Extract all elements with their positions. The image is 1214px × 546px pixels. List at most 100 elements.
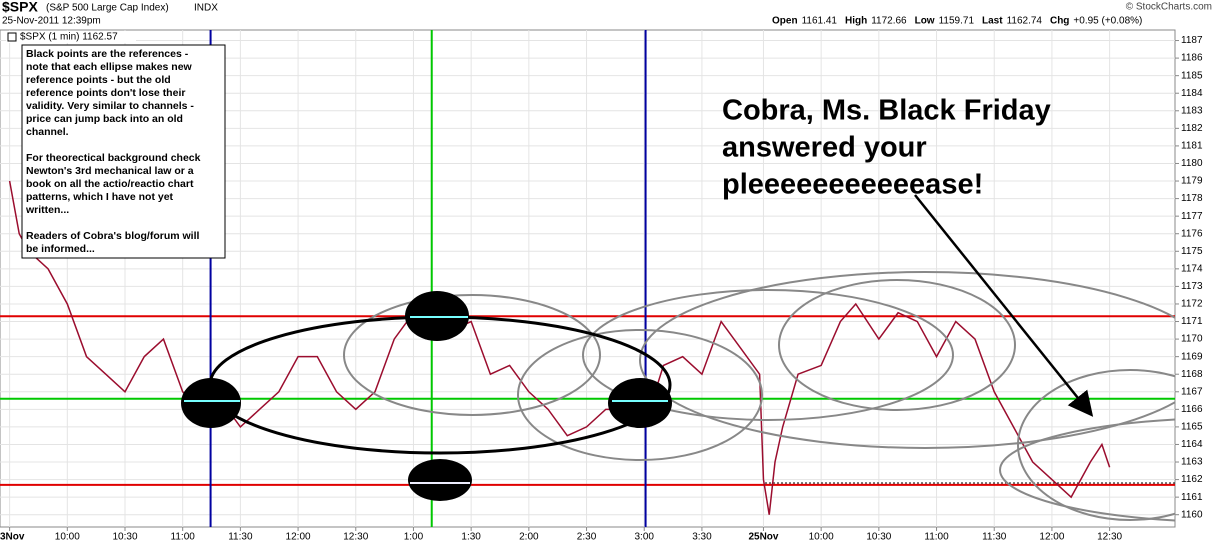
y-tick-label: 1166 [1181, 404, 1203, 415]
note-line: channel. [26, 126, 69, 138]
quote-value: +0.95 (+0.08%) [1073, 16, 1142, 27]
annotation-line: pleeeeeeeeeeease! [722, 169, 983, 201]
x-tick-label: 11:00 [924, 532, 949, 543]
y-tick-label: 1165 [1181, 422, 1203, 433]
quote-label: Chg [1050, 16, 1069, 27]
note-line: For theorectical background check [26, 152, 201, 164]
reference-point [181, 378, 241, 428]
x-tick-label: 1:00 [404, 532, 424, 543]
ellipse [778, 279, 1016, 411]
x-tick-label: 2:30 [577, 532, 597, 543]
quote-value: 1162.74 [1007, 16, 1043, 27]
x-tick-label: 11:30 [228, 532, 253, 543]
legend-label: $SPX (1 min) 1162.57 [20, 32, 118, 43]
note-line: Readers of Cobra's blog/forum will [26, 230, 200, 242]
y-tick-label: 1172 [1181, 299, 1203, 310]
y-axis: 1160 1161 1162 1163 1164 1165 1166 1167 1168 1169… [1175, 35, 1203, 520]
y-tick-label: 1169 [1181, 351, 1203, 362]
y-tick-label: 1175 [1181, 246, 1203, 257]
quote-value: 1159.71 [939, 16, 975, 27]
x-tick-label: 1:30 [461, 532, 481, 543]
quote-value: 1172.66 [871, 16, 907, 27]
ellipse [343, 294, 601, 416]
ellipse [582, 289, 954, 421]
x-tick-label: 11:30 [982, 532, 1007, 543]
y-tick-label: 1170 [1181, 334, 1203, 345]
annotation-line: answered your [722, 132, 927, 164]
y-tick-label: 1167 [1181, 386, 1203, 397]
note-line: be informed... [26, 243, 95, 255]
note-line: written... [25, 204, 69, 216]
note-line: price can jump back into an old [26, 113, 183, 125]
y-tick-label: 1176 [1181, 228, 1203, 239]
y-tick-label: 1177 [1181, 211, 1203, 222]
chart-title: (S&P 500 Large Cap Index) [46, 3, 169, 14]
annotation: Cobra, Ms. Black Friday answered your plee… [722, 95, 1051, 201]
note-line: patterns, which I have not yet [26, 191, 174, 203]
y-tick-label: 1164 [1181, 439, 1203, 450]
credit: © StockCharts.com [1126, 2, 1212, 13]
note: Black points are the references -note th… [25, 48, 201, 255]
quote-label: High [845, 16, 867, 27]
quote-label: Last [982, 16, 1003, 27]
x-tick-label: 2:00 [519, 532, 539, 543]
ellipse [639, 271, 1175, 449]
x-tick-label: 12:30 [343, 532, 368, 543]
quote-label: Open [772, 16, 798, 27]
x-tick-label: 3:30 [692, 532, 712, 543]
note-line: reference points don't lose their [26, 87, 185, 99]
annotation-line: Cobra, Ms. Black Friday [722, 95, 1051, 127]
note-line: note that each ellipse makes new [26, 61, 193, 73]
note-line: validity. Very similar to channels - [26, 100, 194, 112]
note-line: Black points are the references - [26, 48, 189, 60]
ellipse [1017, 369, 1175, 521]
x-tick-label: 11:00 [171, 532, 196, 543]
x-tick-label: 3:00 [634, 532, 654, 543]
y-tick-label: 1173 [1181, 281, 1203, 292]
reference-lines [0, 30, 1175, 527]
y-tick-label: 1161 [1181, 492, 1203, 503]
y-tick-label: 1178 [1181, 193, 1203, 204]
y-tick-label: 1183 [1181, 105, 1203, 116]
y-tick-label: 1160 [1181, 509, 1203, 520]
note-box [21, 44, 226, 259]
y-tick-label: 1179 [1181, 176, 1203, 187]
y-tick-label: 1168 [1181, 369, 1203, 380]
arrow [914, 194, 1094, 417]
x-tick-label: 10:00 [809, 532, 834, 543]
y-tick-label: 1171 [1181, 316, 1203, 327]
quote-label: Low [915, 16, 935, 27]
x-tick-label: 3Nov [0, 532, 25, 543]
note-line: Newton's 3rd mechanical law or a [26, 165, 194, 177]
y-tick-label: 1162 [1181, 474, 1203, 485]
x-tick-label: 10:00 [55, 532, 80, 543]
reference-point [408, 459, 472, 501]
note-line: reference points - but the old [26, 74, 171, 86]
quote-value: 1161.41 [802, 16, 838, 27]
legend-icon [7, 32, 17, 42]
legend-box [6, 31, 136, 43]
y-tick-label: 1182 [1181, 123, 1203, 134]
ellipses [181, 271, 1175, 522]
ellipse [517, 329, 763, 461]
y-tick-label: 1174 [1181, 263, 1203, 274]
x-tick-label: 10:30 [866, 532, 891, 543]
x-axis: 3Nov 10:00 10:30 11:00 11:30 12:00 12:30 1:00 1:… [0, 527, 1123, 543]
y-tick-label: 1186 [1181, 53, 1203, 64]
timestamp: 25-Nov-2011 12:39pm [2, 16, 101, 27]
y-tick-label: 1185 [1181, 70, 1203, 81]
x-tick-label: 10:30 [112, 532, 137, 543]
x-tick-label: 12:00 [286, 532, 311, 543]
ellipse [999, 418, 1175, 522]
reference-point [608, 378, 672, 428]
note-line: book on all the actio/reactio chart [26, 178, 194, 190]
x-tick-label: 12:30 [1097, 532, 1122, 543]
x-tick-label: 12:00 [1039, 532, 1064, 543]
exchange: INDX [194, 3, 218, 14]
y-tick-label: 1180 [1181, 158, 1203, 169]
symbol: $SPX [2, 0, 38, 15]
quote: Open 1161.41 High 1172.66 Low 1159.71 Last 1162… [772, 16, 1142, 27]
x-tick-label: 25Nov [748, 532, 778, 543]
